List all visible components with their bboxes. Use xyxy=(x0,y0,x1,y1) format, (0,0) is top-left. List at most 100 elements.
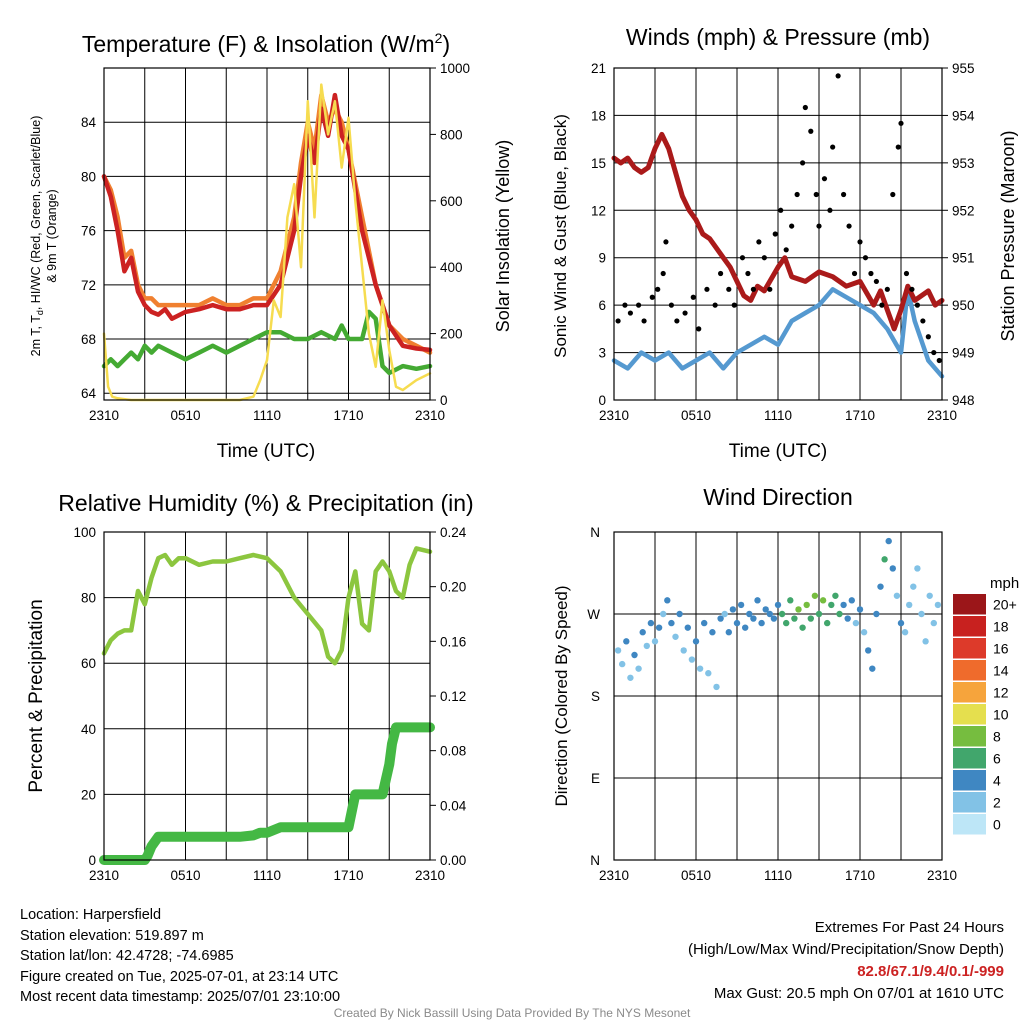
gust-point xyxy=(739,255,746,261)
direction-point xyxy=(758,619,765,627)
direction-point xyxy=(934,601,942,609)
direction-point xyxy=(811,592,819,599)
direction-point xyxy=(701,619,708,627)
gust-point xyxy=(898,120,904,126)
direction-point xyxy=(742,624,749,631)
gust-point xyxy=(884,286,890,292)
recent-data-text: Most recent data timestamp: 2025/07/01 2… xyxy=(20,989,341,1005)
temp-ylabel-left-line2: & 9m T (Orange) xyxy=(45,189,59,282)
gust-point xyxy=(925,334,931,340)
temp-plot-frame xyxy=(103,67,431,401)
wind-plot-frame xyxy=(613,67,943,401)
direction-point xyxy=(795,606,802,613)
gust-point xyxy=(936,357,942,364)
gust-point xyxy=(663,239,669,245)
gust-point xyxy=(731,302,737,308)
direction-point xyxy=(684,624,691,631)
gust-point xyxy=(909,286,915,292)
latlon-text: Station lat/lon: 42.4728; -74.6985 xyxy=(20,948,234,964)
wind-y-tick-label-right: 948 xyxy=(952,393,975,408)
direction-point xyxy=(635,665,642,672)
direction-point xyxy=(840,601,847,609)
direction-point xyxy=(930,619,937,627)
direction-point xyxy=(910,583,917,590)
wind-x-tick-label: 0510 xyxy=(681,408,711,423)
rh-y-tick-label-right: 0.20 xyxy=(440,580,466,595)
gust-point xyxy=(750,286,757,292)
wind-y-tick-label-right: 949 xyxy=(952,346,975,361)
legend-swatch xyxy=(953,682,986,703)
legend-label: 12 xyxy=(993,684,1009,700)
direction-point xyxy=(803,601,810,609)
wind-x-tick-label: 2310 xyxy=(927,408,957,423)
rh-y-tick-label-right: 0.12 xyxy=(440,689,466,704)
created-text: Figure created on Tue, 2025-07-01, at 23… xyxy=(20,968,339,985)
dir-y-direction-label: N xyxy=(590,525,600,540)
temp-ylabel-left-sub: d xyxy=(35,310,45,315)
gust-point xyxy=(890,191,896,198)
temp-y-tick-label-right: 600 xyxy=(440,194,463,209)
direction-point xyxy=(906,601,913,609)
extremes-subtitle: (High/Low/Max Wind/Precipitation/Snow De… xyxy=(688,941,1004,958)
legend-swatch xyxy=(953,814,986,835)
legend-swatch xyxy=(953,770,986,791)
direction-point xyxy=(631,651,638,659)
gust-point xyxy=(846,223,852,229)
gust-point xyxy=(761,255,767,261)
dir-ylabel-left: Direction (Colored By Speed) xyxy=(552,585,571,806)
direction-point xyxy=(774,601,782,609)
temp-y-tick-label-right: 200 xyxy=(440,327,463,342)
rh-y-tick-label-right: 0.16 xyxy=(440,634,466,649)
legend-label: 0 xyxy=(993,816,1001,832)
dir-x-tick-label: 1710 xyxy=(845,868,875,883)
wind-series-line-1 xyxy=(611,131,945,332)
direction-point xyxy=(676,610,683,618)
direction-point xyxy=(733,619,741,627)
direction-point xyxy=(692,638,700,645)
direction-point xyxy=(619,660,626,668)
elevation-text: Station elevation: 519.897 m xyxy=(20,927,204,944)
temp-series-line-2 xyxy=(101,309,433,376)
dir-x-tick-label: 1110 xyxy=(764,868,792,883)
temp-y-tick-label-right: 400 xyxy=(440,260,463,275)
rh-x-tick-label: 2310 xyxy=(89,868,119,883)
direction-point xyxy=(651,638,659,645)
direction-point xyxy=(848,597,855,604)
direction-point xyxy=(889,565,896,572)
direction-point xyxy=(639,629,646,636)
rh-y-tick-label-left: 40 xyxy=(81,722,96,737)
temp-y-tick-label-left: 80 xyxy=(81,169,96,184)
dir-x-tick-label: 2310 xyxy=(599,868,629,883)
rh-y-tick-label-left: 20 xyxy=(81,787,96,802)
gust-point xyxy=(914,302,921,308)
direction-point xyxy=(623,638,630,645)
direction-point xyxy=(762,606,769,613)
gust-point xyxy=(903,270,910,277)
gust-point xyxy=(641,318,647,324)
precipitation-series-line xyxy=(99,722,435,865)
direction-point xyxy=(705,670,712,677)
direction-point xyxy=(926,592,933,599)
direction-point xyxy=(791,615,798,622)
direction-point xyxy=(881,556,888,563)
direction-point xyxy=(643,642,650,650)
direction-point xyxy=(668,619,675,627)
rh-x-tick-label: 1710 xyxy=(333,868,363,883)
wind-y-tick-label-left: 15 xyxy=(591,156,606,171)
gust-point xyxy=(821,176,828,182)
temp-ylabel-left-a: 2m T, T xyxy=(29,315,43,357)
gust-point xyxy=(627,310,634,316)
gust-point xyxy=(895,144,901,150)
wind-x-tick-label: 1110 xyxy=(764,408,792,423)
gust-point xyxy=(718,270,724,277)
wind-series-line-0 xyxy=(611,287,945,379)
temp-ylabel-left-b: , HI/WC (Red, Green, Scarlet/Blue) xyxy=(29,116,43,311)
dir-panel-title: Wind Direction xyxy=(703,484,853,510)
temp-x-tick-label: 2310 xyxy=(89,408,119,423)
gust-point xyxy=(783,247,789,253)
gust-point xyxy=(835,73,841,79)
direction-point xyxy=(819,597,827,604)
direction-point xyxy=(655,624,663,631)
